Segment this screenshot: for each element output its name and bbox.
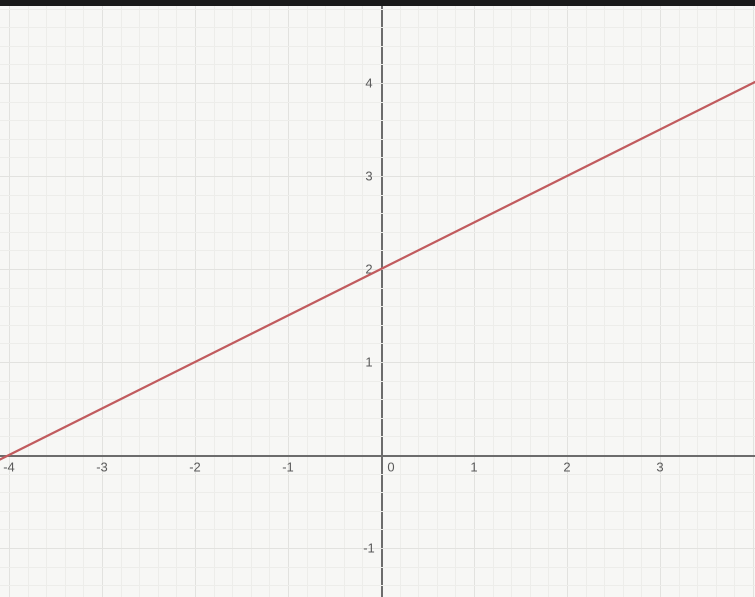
gridline-h (0, 492, 755, 493)
y-tick-label: 4 (365, 76, 372, 91)
gridline-h (0, 102, 755, 103)
gridline-v (83, 6, 84, 597)
gridline-h (0, 474, 755, 475)
gridline-h (0, 120, 755, 121)
gridline-h (0, 511, 755, 512)
gridline-v (307, 6, 308, 597)
gridline-h (0, 306, 755, 307)
gridline-v (195, 6, 196, 597)
gridline-v (753, 6, 754, 597)
gridline-h (0, 529, 755, 530)
gridline-v (734, 6, 735, 597)
gridline-v (28, 6, 29, 597)
gridline-h (0, 362, 755, 363)
gridline-v (641, 6, 642, 597)
x-tick-label: 3 (656, 460, 663, 475)
gridline-v (418, 6, 419, 597)
gridline-h (0, 232, 755, 233)
gridline-h (0, 250, 755, 251)
y-tick-label: 1 (365, 355, 372, 370)
gridline-h (0, 157, 755, 158)
gridline-v (660, 6, 661, 597)
x-tick-label: 0 (387, 460, 394, 475)
gridline-v (158, 6, 159, 597)
chart-area: -4 -3 -2 -1 0 1 2 3 -1 1 2 3 4 (0, 6, 755, 597)
gridline-h (0, 288, 755, 289)
y-tick-label: -1 (363, 541, 375, 556)
y-tick-label: 3 (365, 169, 372, 184)
gridline-v (121, 6, 122, 597)
gridline-h (0, 46, 755, 47)
gridline-v (232, 6, 233, 597)
gridline-h (0, 27, 755, 28)
x-tick-label: -3 (96, 460, 108, 475)
gridline-v (139, 6, 140, 597)
gridline-v (511, 6, 512, 597)
gridline-h (0, 418, 755, 419)
gridline-v (65, 6, 66, 597)
gridline-v (548, 6, 549, 597)
gridline-h (0, 343, 755, 344)
gridline-h (0, 64, 755, 65)
gridline-v (325, 6, 326, 597)
x-axis (0, 455, 755, 457)
gridline-v (716, 6, 717, 597)
gridline-v (362, 6, 363, 597)
gridline-v (697, 6, 698, 597)
gridline-h (0, 399, 755, 400)
gridline-h (0, 548, 755, 549)
gridline-v (288, 6, 289, 597)
gridline-v (251, 6, 252, 597)
gridline-v (102, 6, 103, 597)
x-tick-label: -1 (282, 460, 294, 475)
gridline-v (9, 6, 10, 597)
gridline-v (493, 6, 494, 597)
gridline-h (0, 176, 755, 177)
gridline-h (0, 436, 755, 437)
gridline-h (0, 9, 755, 10)
x-tick-label: 1 (470, 460, 477, 475)
y-axis (381, 6, 383, 597)
gridline-v (400, 6, 401, 597)
x-tick-label: 2 (563, 460, 570, 475)
gridline-h (0, 585, 755, 586)
y-tick-label: 2 (365, 262, 372, 277)
gridline-h (0, 269, 755, 270)
gridline-h (0, 567, 755, 568)
gridline-v (679, 6, 680, 597)
gridline-v (214, 6, 215, 597)
gridline-v (474, 6, 475, 597)
gridline-v (46, 6, 47, 597)
gridline-v (344, 6, 345, 597)
gridline-v (623, 6, 624, 597)
gridline-h (0, 195, 755, 196)
gridline-v (269, 6, 270, 597)
gridline-h (0, 381, 755, 382)
gridline-v (567, 6, 568, 597)
gridline-h (0, 325, 755, 326)
gridline-v (586, 6, 587, 597)
gridline-v (176, 6, 177, 597)
gridline-v (455, 6, 456, 597)
gridline-v (604, 6, 605, 597)
gridline-h (0, 83, 755, 84)
x-tick-label: -2 (189, 460, 201, 475)
gridline-h (0, 139, 755, 140)
x-tick-label: -4 (3, 460, 15, 475)
gridline-v (530, 6, 531, 597)
gridline-v (437, 6, 438, 597)
gridline-h (0, 213, 755, 214)
